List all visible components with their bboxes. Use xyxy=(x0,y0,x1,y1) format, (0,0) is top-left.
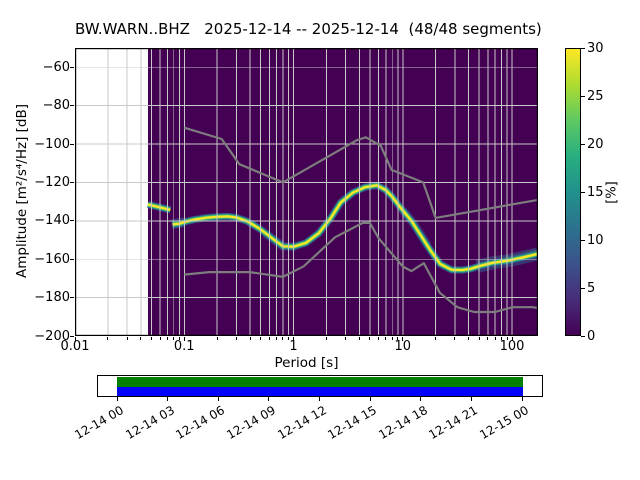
tick-mark xyxy=(470,397,472,401)
chart-title: BW.WARN..BHZ 2025-12-14 -- 2025-12-14 (4… xyxy=(75,20,542,38)
tick-mark xyxy=(506,337,508,340)
tick-mark xyxy=(511,337,513,341)
tick-mark xyxy=(378,337,379,340)
tick-mark xyxy=(70,220,74,222)
tick-mark xyxy=(435,337,437,340)
y-tick-label: −160 xyxy=(34,251,70,267)
tick-mark xyxy=(581,95,585,97)
tick-mark xyxy=(581,239,585,241)
x-tick-label: 0.1 xyxy=(173,339,195,354)
tick-mark xyxy=(521,397,523,401)
colorbar-tick-label: 5 xyxy=(587,280,596,296)
y-axis-label: Amplitude [m²/s⁴/Hz] [dB] xyxy=(14,104,30,279)
tick-mark xyxy=(369,337,371,340)
colorbar-tick-label: 20 xyxy=(587,136,604,152)
tick-mark xyxy=(70,335,74,337)
nlnm-curve xyxy=(184,221,538,314)
tick-mark xyxy=(468,337,470,340)
tick-mark xyxy=(70,143,74,145)
tick-mark xyxy=(369,397,371,401)
colorbar-tick-label: 25 xyxy=(587,88,604,104)
tick-mark xyxy=(126,337,128,340)
x-tick-label: 1 xyxy=(289,339,298,354)
tick-mark xyxy=(282,337,284,340)
tick-mark xyxy=(107,337,109,340)
tick-mark xyxy=(325,337,327,340)
tick-mark xyxy=(167,397,169,401)
psd-mode-band xyxy=(172,184,538,272)
tick-mark xyxy=(150,337,152,340)
tick-mark xyxy=(70,105,74,107)
tick-mark xyxy=(140,337,142,340)
colorbar xyxy=(565,48,581,336)
tick-mark xyxy=(159,337,161,340)
timeline-coverage-blue xyxy=(117,386,523,396)
tick-mark xyxy=(166,337,168,340)
tick-mark xyxy=(391,337,393,340)
timeline-bar xyxy=(97,375,543,397)
tick-mark xyxy=(319,397,320,401)
tick-mark xyxy=(478,337,480,340)
plot-area xyxy=(75,48,538,336)
y-tick-label: −140 xyxy=(34,213,70,229)
plot-frame xyxy=(75,48,538,336)
tick-mark xyxy=(183,337,185,341)
colorbar-tick-label: 10 xyxy=(587,232,604,248)
tick-mark xyxy=(268,397,270,401)
colorbar-unit-label: [%] xyxy=(604,181,620,204)
tick-mark xyxy=(385,337,387,340)
tick-mark xyxy=(116,397,118,401)
tick-mark xyxy=(397,337,399,340)
tick-mark xyxy=(345,337,347,340)
nhnm-curve xyxy=(183,126,538,219)
tick-mark xyxy=(70,297,74,299)
tick-mark xyxy=(288,337,289,340)
tick-mark xyxy=(70,66,74,68)
tick-mark xyxy=(235,337,237,340)
tick-mark xyxy=(70,181,74,183)
histogram-background xyxy=(148,48,538,336)
tick-mark xyxy=(581,191,585,193)
tick-mark xyxy=(249,337,251,340)
tick-mark xyxy=(74,337,76,341)
tick-mark xyxy=(358,337,360,340)
tick-mark xyxy=(487,337,489,340)
tick-mark xyxy=(581,47,585,49)
timeline-coverage-green xyxy=(117,377,523,387)
y-tick-label: −80 xyxy=(42,98,70,114)
colorbar-tick-label: 30 xyxy=(587,40,604,56)
tick-mark xyxy=(494,337,496,340)
tick-mark xyxy=(178,337,180,340)
tick-mark xyxy=(217,397,219,401)
y-tick-label: −100 xyxy=(34,136,70,152)
tick-mark xyxy=(70,258,74,260)
tick-mark xyxy=(216,337,218,340)
y-tick-label: −200 xyxy=(34,328,70,344)
tick-mark xyxy=(581,287,585,289)
tick-mark xyxy=(293,337,294,341)
x-tick-label: 100 xyxy=(499,339,525,354)
colorbar-gradient xyxy=(566,49,580,335)
psd-heatmap-svg xyxy=(75,48,538,336)
y-tick-label: −180 xyxy=(34,290,70,306)
x-tick-label: 0.01 xyxy=(60,339,90,354)
tick-mark xyxy=(500,337,502,340)
tick-mark xyxy=(581,143,585,145)
tick-mark xyxy=(454,337,456,340)
y-tick-label: −120 xyxy=(34,174,70,190)
tick-mark xyxy=(276,337,278,340)
tick-mark xyxy=(402,337,404,341)
x-axis-label: Period [s] xyxy=(274,355,339,371)
tick-mark xyxy=(581,335,585,337)
tick-mark xyxy=(420,397,422,401)
colorbar-tick-label: 15 xyxy=(587,184,604,200)
tick-mark xyxy=(260,337,262,340)
tick-mark xyxy=(268,337,270,340)
y-tick-label: −60 xyxy=(42,59,70,75)
x-tick-label: 10 xyxy=(394,339,412,354)
colorbar-tick-label: 0 xyxy=(587,328,596,344)
tick-mark xyxy=(173,337,175,340)
